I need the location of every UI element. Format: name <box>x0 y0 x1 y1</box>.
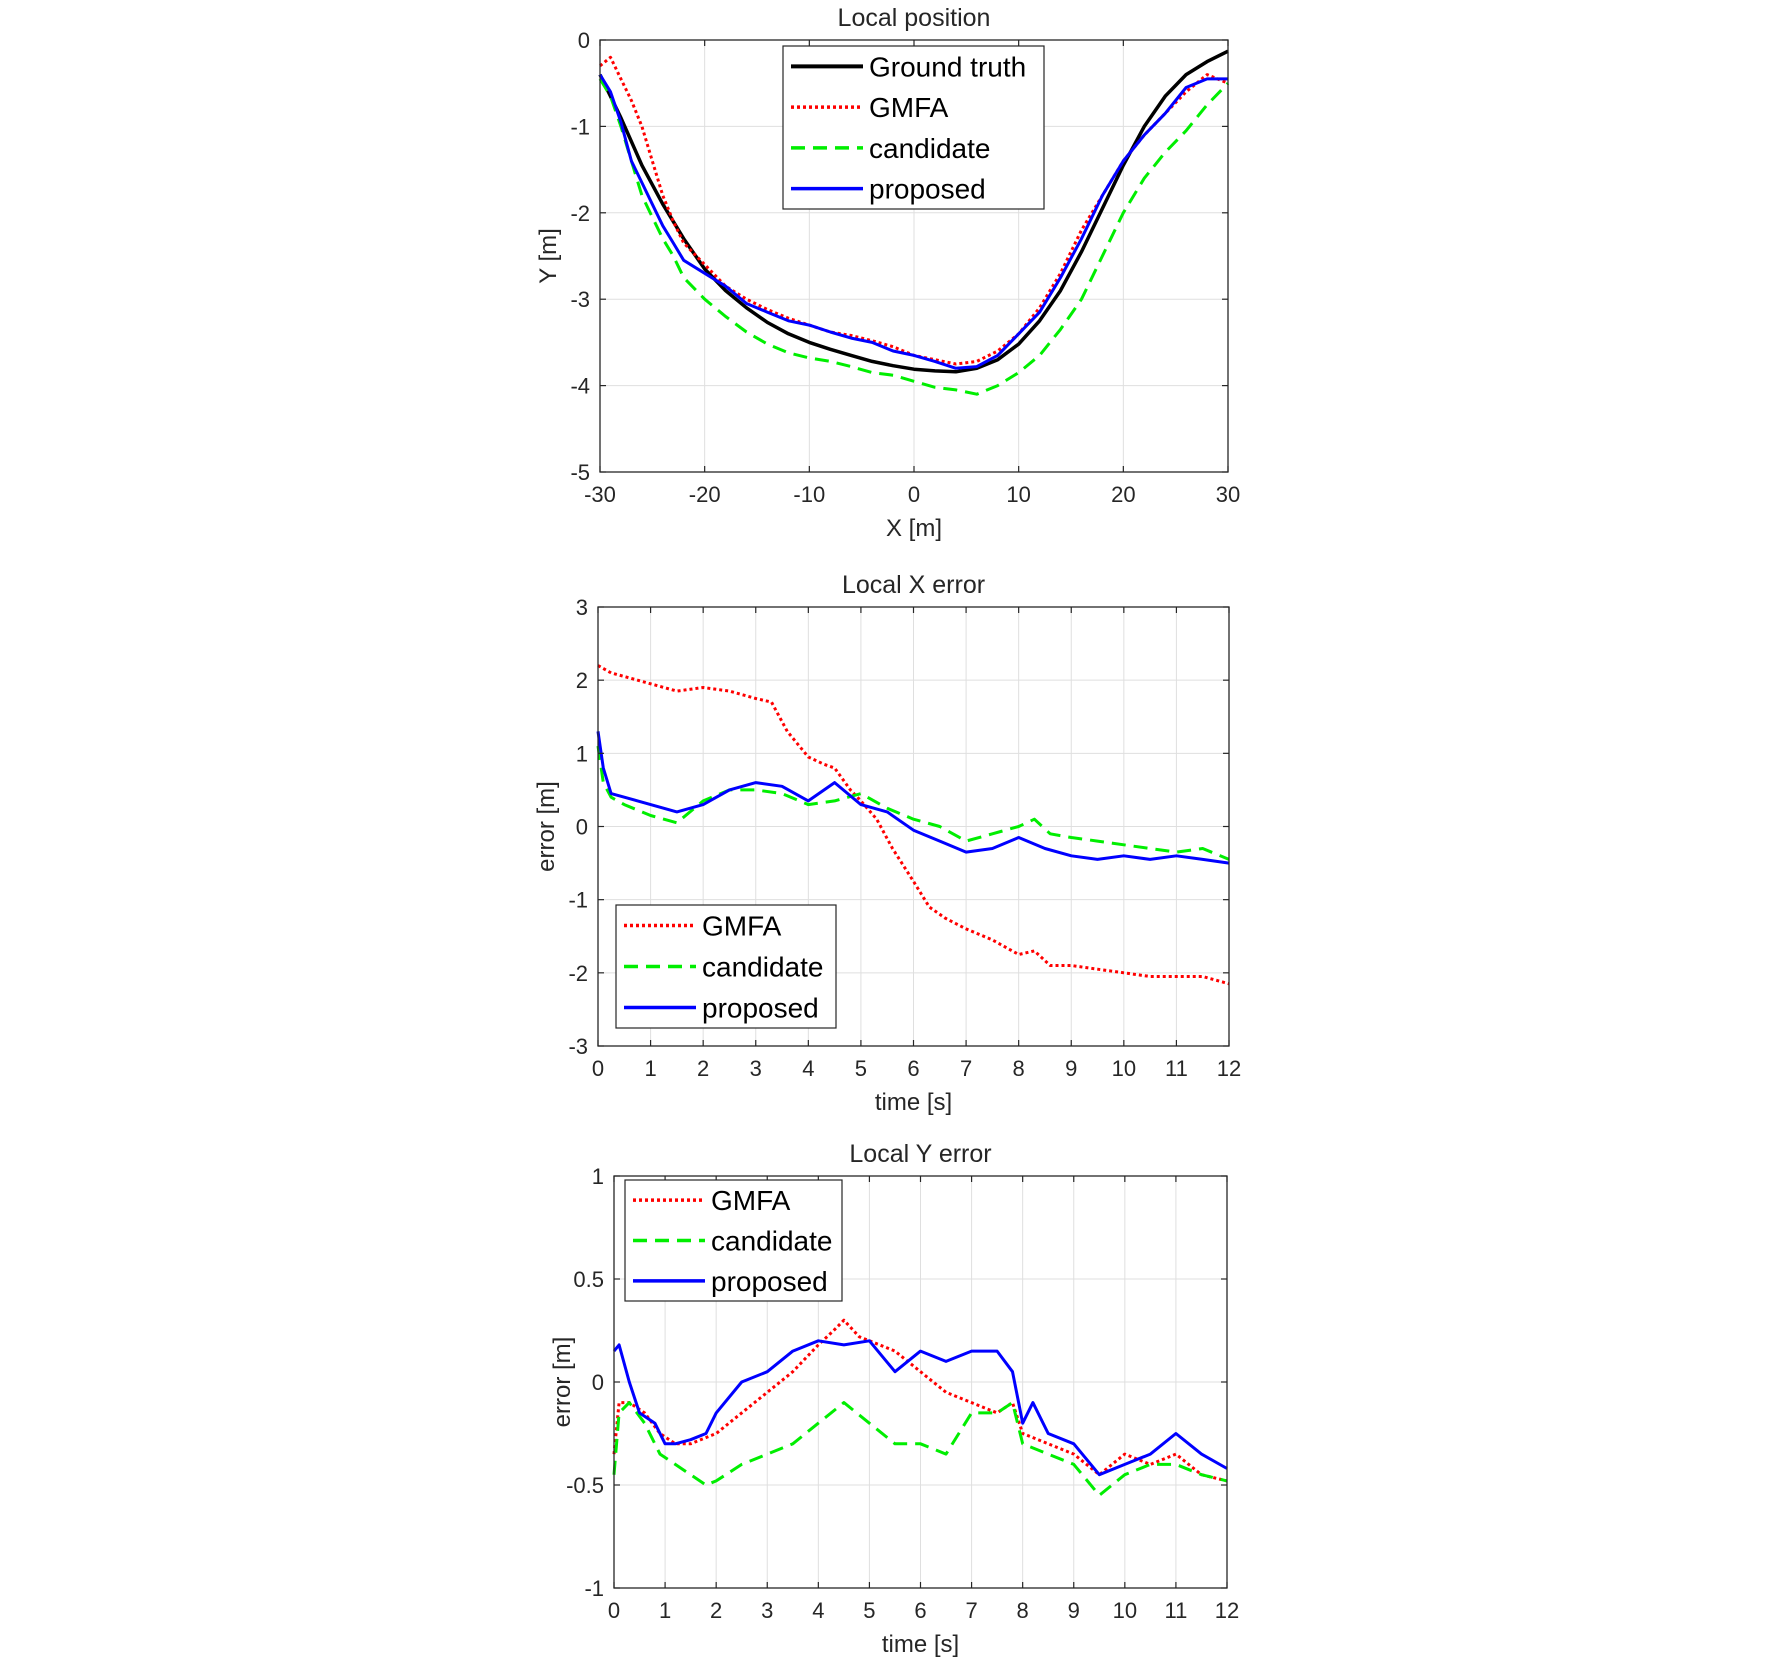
x-tick-label: 30 <box>1216 482 1240 507</box>
x-tick-label: 3 <box>761 1598 773 1623</box>
legend-label-ground-truth: Ground truth <box>869 51 1026 82</box>
legend-label-candidate: candidate <box>869 133 990 164</box>
x-tick-label: 6 <box>907 1056 919 1081</box>
x-tick-label: 5 <box>863 1598 875 1623</box>
x-axis-label: time [s] <box>882 1631 959 1658</box>
x-axis-label: X [m] <box>886 515 942 542</box>
y-axis-label: error [m] <box>549 1337 576 1428</box>
legend-label-proposed: proposed <box>869 174 986 205</box>
x-tick-label: 8 <box>1017 1598 1029 1623</box>
y-axis-label: Y [m] <box>535 228 562 284</box>
series-group <box>596 664 1230 986</box>
legend-label-gmfa: GMFA <box>711 1185 791 1216</box>
x-tick-label: -10 <box>793 482 825 507</box>
series-line-gmfa <box>597 664 1230 986</box>
x-tick-label: -20 <box>689 482 721 507</box>
x-tick-label: 4 <box>812 1598 824 1623</box>
x-tick-label: 0 <box>908 482 920 507</box>
series-line-candidate <box>598 78 1230 396</box>
y-tick-label: 3 <box>576 595 588 620</box>
legend-label-candidate: candidate <box>702 952 823 983</box>
y-tick-label: -1 <box>568 888 588 913</box>
series-group <box>612 1318 1228 1497</box>
y-tick-label: -5 <box>570 460 590 485</box>
y-tick-label: -4 <box>570 374 590 399</box>
series-line-candidate <box>596 745 1230 861</box>
x-tick-label: 4 <box>802 1056 814 1081</box>
x-tick-label: 6 <box>914 1598 926 1623</box>
local-position-chart: -30 -20 -10 0 10 20 30 0 -1 -2 -3 -4 -5 Local positio… <box>535 4 1240 542</box>
x-tick-label: 7 <box>965 1598 977 1623</box>
y-tick-label: -1 <box>570 114 590 139</box>
y-tick-label: 1 <box>592 1164 604 1189</box>
y-tick-label: 1 <box>576 741 588 766</box>
legend: GMFA candidate proposed <box>624 1179 843 1302</box>
series-line-proposed <box>596 731 1230 865</box>
x-tick-label: 8 <box>1013 1056 1025 1081</box>
legend-box <box>782 45 1045 210</box>
x-tick-label: 0 <box>608 1598 620 1623</box>
y-tick-label: 0 <box>592 1370 604 1395</box>
x-tick-label: 7 <box>960 1056 972 1081</box>
y-tick-label: -3 <box>568 1034 588 1059</box>
x-axis-label: time [s] <box>875 1089 952 1116</box>
y-tick-label: -2 <box>568 961 588 986</box>
legend: GMFA candidate proposed <box>615 904 837 1029</box>
chart-title: Local X error <box>842 571 985 599</box>
y-tick-label: -1 <box>584 1576 604 1601</box>
y-tick-label: 0 <box>576 815 588 840</box>
chart-title: Local Y error <box>849 1140 991 1168</box>
x-tick-label: 9 <box>1068 1598 1080 1623</box>
legend-label-proposed: proposed <box>711 1266 828 1297</box>
x-tick-label: -30 <box>584 482 616 507</box>
x-tick-label: 2 <box>710 1598 722 1623</box>
x-tick-label: 10 <box>1113 1598 1137 1623</box>
series-line-ground-truth <box>598 49 1229 374</box>
x-tick-label: 11 <box>1165 1056 1188 1081</box>
y-tick-label: -0.5 <box>566 1473 604 1498</box>
y-tick-label: -3 <box>570 287 590 312</box>
x-tick-label: 9 <box>1065 1056 1077 1081</box>
y-tick-label: -2 <box>570 201 590 226</box>
x-tick-label: 11 <box>1164 1598 1187 1623</box>
x-tick-label: 2 <box>697 1056 709 1081</box>
x-tick-label: 1 <box>659 1598 671 1623</box>
x-tick-label: 10 <box>1006 482 1030 507</box>
x-tick-label: 12 <box>1215 1598 1239 1623</box>
series-line-candidate <box>612 1401 1228 1497</box>
y-tick-label: 0.5 <box>573 1267 604 1292</box>
x-tick-label: 10 <box>1112 1056 1136 1081</box>
series-group <box>598 49 1230 396</box>
y-tick-label: 2 <box>576 668 588 693</box>
x-tick-label: 20 <box>1111 482 1135 507</box>
y-axis-label: error [m] <box>533 781 560 872</box>
x-tick-label: 5 <box>855 1056 867 1081</box>
x-tick-label: 1 <box>644 1056 656 1081</box>
chart-title: Local position <box>838 4 991 32</box>
x-tick-label: 0 <box>592 1056 604 1081</box>
legend: Ground truth GMFA candidate proposed <box>782 45 1045 210</box>
x-tick-label: 12 <box>1217 1056 1241 1081</box>
legend-label-proposed: proposed <box>702 993 819 1024</box>
legend-label-gmfa: GMFA <box>869 92 949 123</box>
legend-label-candidate: candidate <box>711 1226 832 1257</box>
ticks: -30 -20 -10 0 10 20 30 0 -1 -2 -3 -4 -5 <box>570 28 1240 507</box>
series-line-proposed <box>598 73 1228 370</box>
y-tick-label: 0 <box>578 28 590 53</box>
series-line-proposed <box>612 1339 1228 1477</box>
legend-label-gmfa: GMFA <box>702 911 782 942</box>
x-tick-label: 3 <box>750 1056 762 1081</box>
